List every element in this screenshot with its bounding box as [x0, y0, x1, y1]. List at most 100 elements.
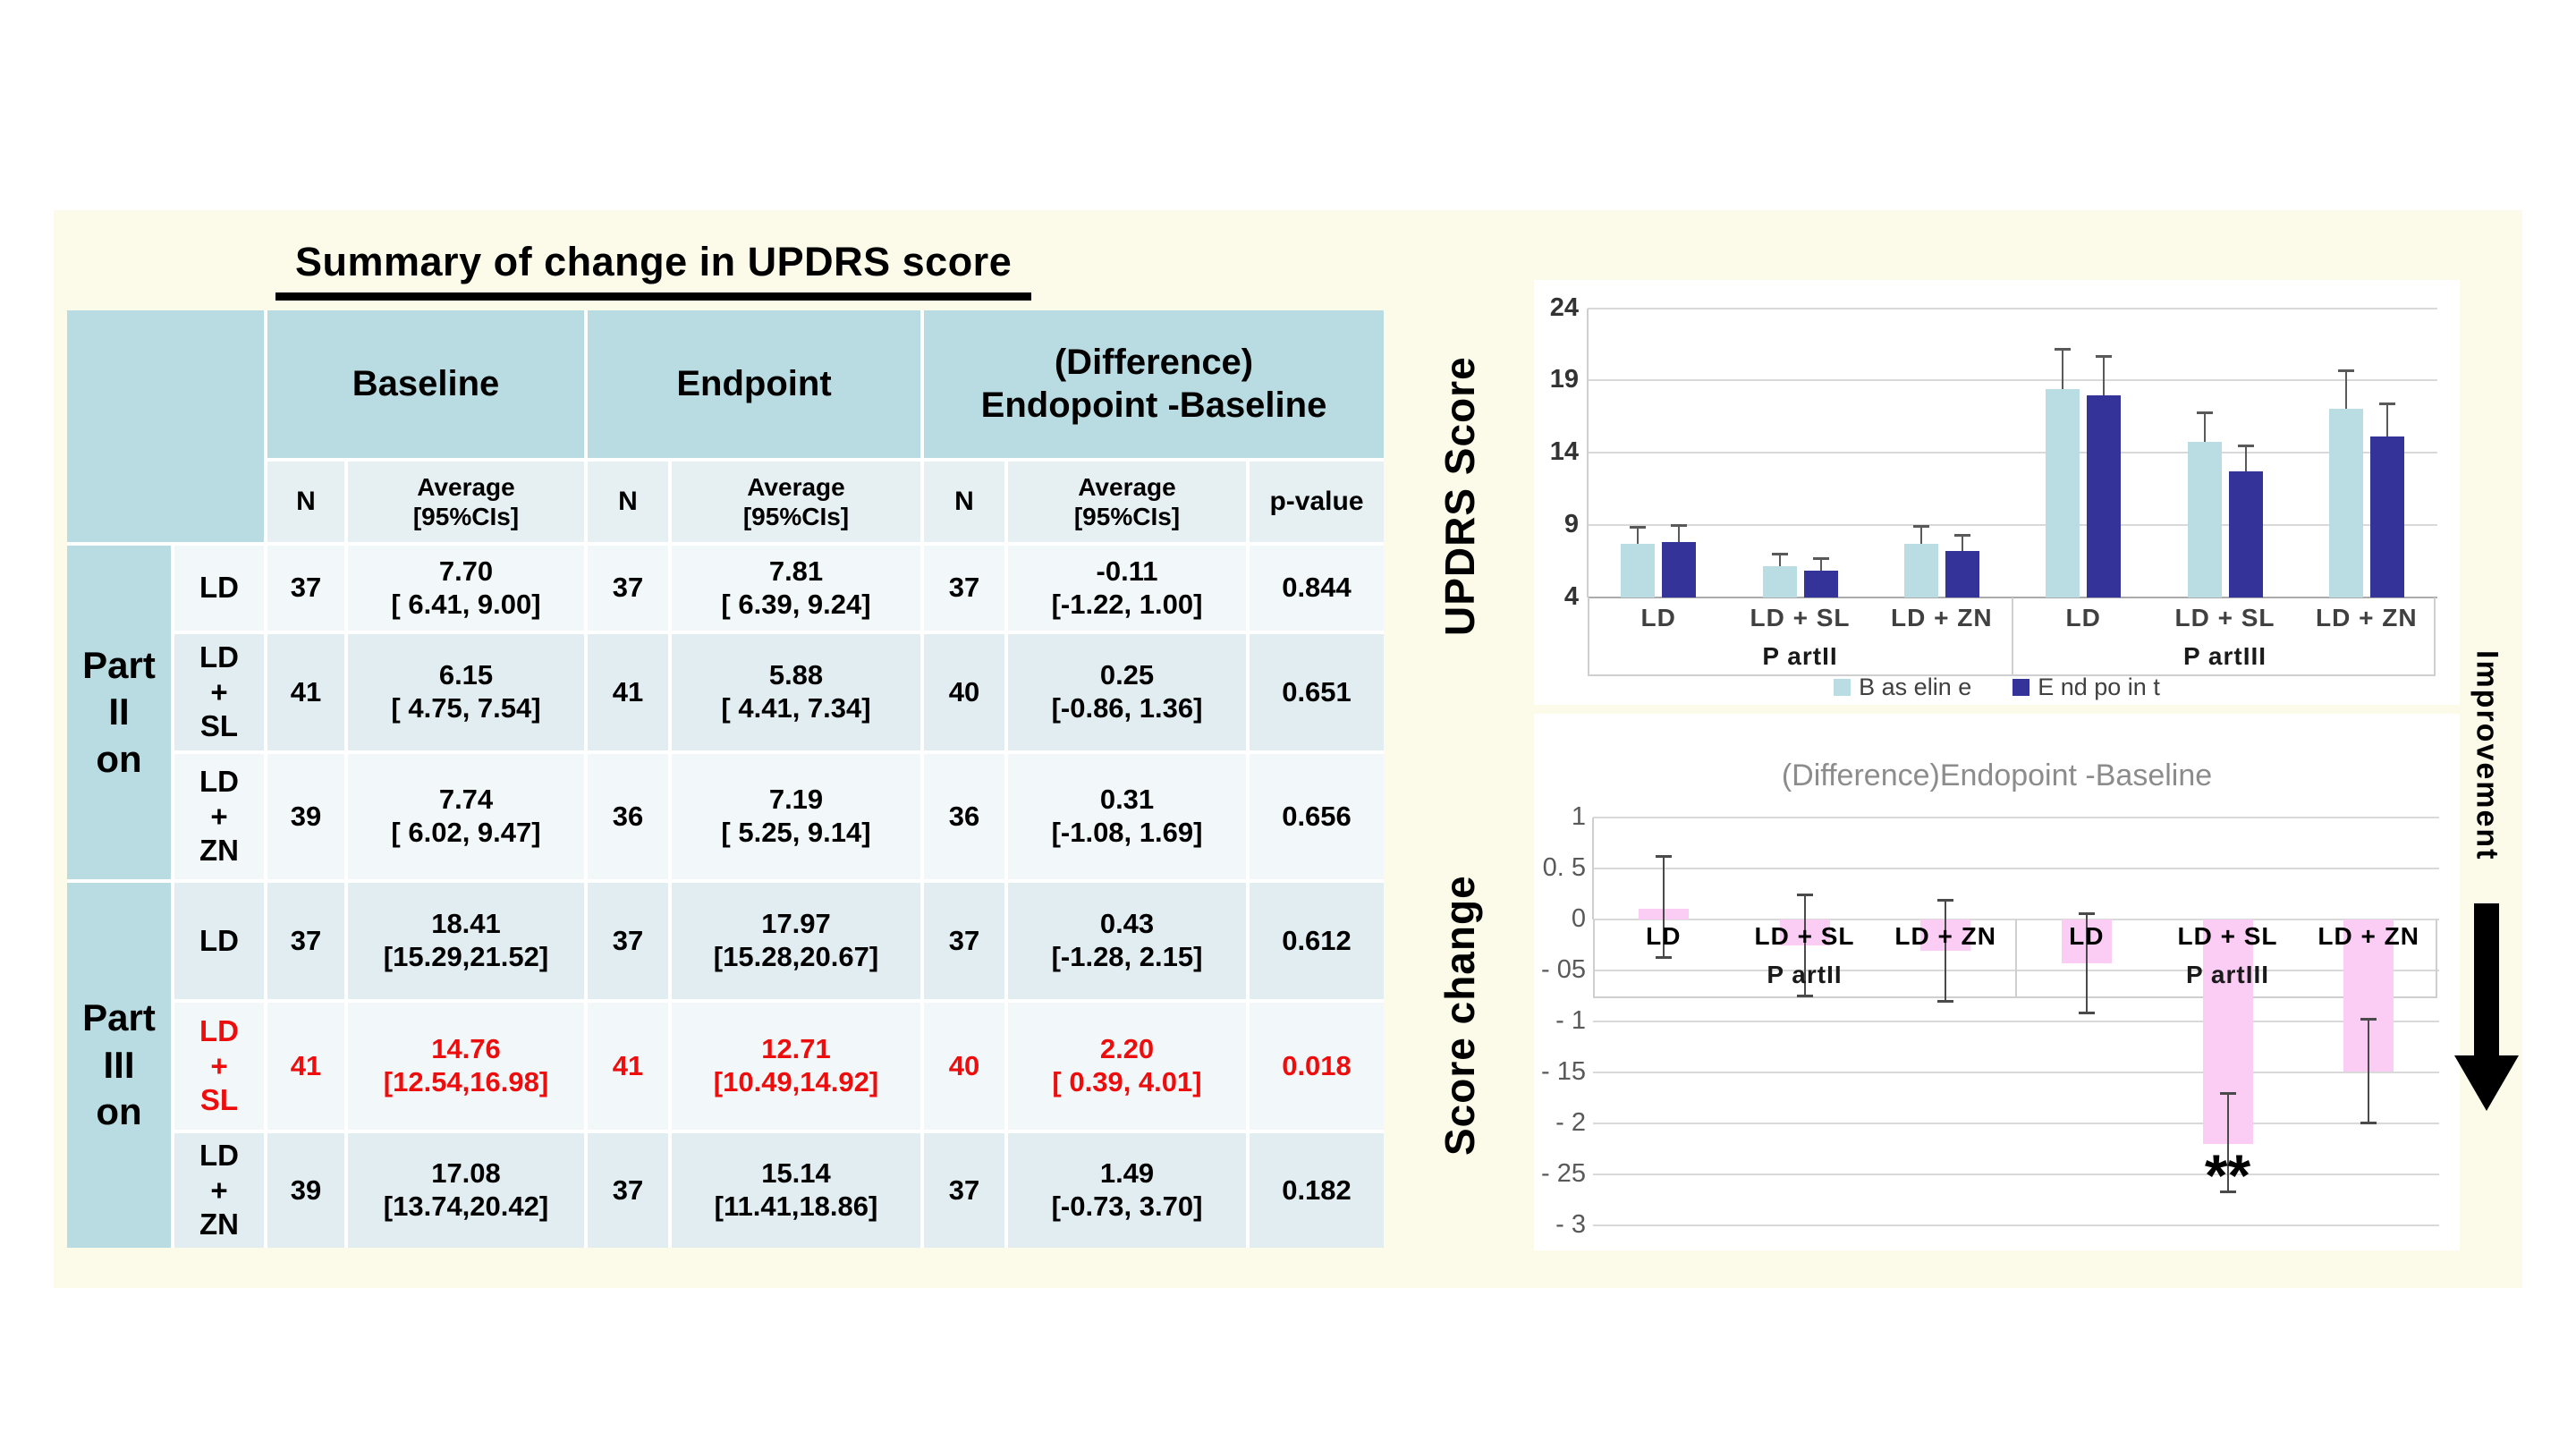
x-category-label: LD + ZN — [1891, 604, 1993, 631]
plot-left-border — [1587, 308, 1589, 597]
error-bar — [1919, 525, 1922, 544]
x-group-label: P artII — [1767, 961, 1843, 989]
score-change-axis-label: Score change — [1436, 875, 1483, 1156]
bar — [1621, 544, 1656, 597]
legend-swatch — [1834, 679, 1852, 696]
chart-title: (Difference)Endopoint -Baseline — [1781, 758, 2213, 792]
error-bar-cap — [2378, 402, 2395, 406]
bar — [2046, 389, 2080, 597]
error-bar — [1803, 894, 1806, 996]
subheader-average-difference: Average [95%CIs] — [1008, 462, 1246, 542]
n-cell: 37 — [924, 1133, 1004, 1248]
error-bar — [1961, 535, 1963, 552]
bar — [1662, 542, 1697, 597]
error-bar-cap — [2078, 912, 2095, 916]
subheader-p-value: p-value — [1250, 462, 1384, 542]
gridline — [1593, 1021, 2439, 1023]
legend: B as elin e E nd po in t — [1534, 674, 2460, 701]
updrs-summary-table: Baseline Endpoint (Difference) Endopoint… — [67, 310, 1384, 1248]
average-cell: 1.49 [-0.73, 3.70] — [1008, 1133, 1246, 1248]
bar — [1903, 543, 1938, 597]
error-bar-cap — [1796, 893, 1813, 896]
error-bar — [2085, 913, 2088, 1014]
x-category-label: LD — [1640, 604, 1676, 631]
bar — [2228, 471, 2263, 597]
column-group-difference: (Difference) Endopoint -Baseline — [924, 310, 1384, 458]
n-cell: 41 — [588, 634, 668, 750]
y-tick-label: - 1 — [1555, 1006, 1586, 1036]
bar — [2087, 395, 2122, 597]
error-bar — [2226, 1092, 2229, 1192]
n-cell: 39 — [267, 1133, 344, 1248]
y-tick-label: 14 — [1549, 437, 1579, 467]
n-cell: 40 — [924, 634, 1004, 750]
subheader-average-baseline: Average [95%CIs] — [348, 462, 584, 542]
error-bar — [2244, 445, 2247, 472]
y-tick-label: - 2 — [1555, 1108, 1586, 1138]
error-bar-cap — [1655, 956, 1672, 960]
error-bar-cap — [1630, 525, 1647, 529]
error-bar-cap — [2096, 354, 2113, 358]
average-cell: 17.97 [15.28,20.67] — [672, 883, 920, 999]
y-tick-label: - 3 — [1555, 1210, 1586, 1240]
n-cell: 37 — [588, 1133, 668, 1248]
average-cell: 18.41 [15.29,21.52] — [348, 883, 584, 999]
plot-left-border — [1592, 818, 1594, 920]
bar — [2369, 436, 2404, 597]
n-cell: 37 — [267, 546, 344, 631]
slide-background: Summary of change in UPDRS score Baselin… — [54, 210, 2522, 1288]
error-bar-cap — [1796, 994, 1813, 997]
updrs-score-bar-chart: 24 19 14 9 4 LD LD + SL LD + ZN P artII LD LD + SL… — [1534, 280, 2460, 705]
x-category-label: LD — [2069, 922, 2105, 951]
error-bar-cap — [2360, 1017, 2377, 1021]
score-change-bar-chart: (Difference)Endopoint -Baseline 1 0. 5 0 - 0… — [1534, 714, 2460, 1250]
error-bar — [2368, 1018, 2370, 1124]
gridline — [1588, 452, 2437, 454]
n-cell: 41 — [267, 634, 344, 750]
error-bar — [2103, 355, 2106, 396]
column-group-endpoint: Endpoint — [588, 310, 920, 458]
n-cell-highlighted: 41 — [267, 1003, 344, 1130]
p-value-cell-highlighted: 0.018 — [1250, 1003, 1384, 1130]
n-cell: 37 — [588, 883, 668, 999]
bar — [1803, 570, 1838, 597]
x-category-label: LD + ZN — [1894, 922, 1996, 951]
error-bar-cap — [2360, 1122, 2377, 1125]
axis-group-divider — [2012, 597, 2013, 676]
axis-group-divider — [2015, 919, 2017, 999]
n-cell-highlighted: 40 — [924, 1003, 1004, 1130]
improvement-arrow-icon — [2474, 903, 2499, 1055]
average-cell: 7.81 [ 6.39, 9.24] — [672, 546, 920, 631]
error-bar — [1678, 525, 1681, 543]
average-cell: 5.88 [ 4.41, 7.34] — [672, 634, 920, 750]
n-cell: 37 — [924, 546, 1004, 631]
error-bar — [1662, 856, 1665, 959]
average-cell: 0.43 [-1.28, 2.15] — [1008, 883, 1246, 999]
error-bar-cap — [1812, 557, 1829, 561]
y-tick-label: 1 — [1571, 802, 1586, 832]
gridline — [1588, 524, 2437, 527]
error-bar — [2385, 403, 2388, 436]
error-bar-cap — [1655, 855, 1672, 859]
subheader-n-endpoint: N — [588, 462, 668, 542]
treatment-cell: LD + ZN — [174, 754, 264, 879]
bar — [1762, 566, 1797, 597]
legend-item: E nd po in t — [2012, 674, 2160, 701]
treatment-cell-highlighted: LD + SL — [174, 1003, 264, 1130]
treatment-cell: LD — [174, 546, 264, 631]
x-category-label: LD + SL — [2174, 604, 2275, 631]
gridline — [1593, 817, 2439, 819]
treatment-cell: LD + ZN — [174, 1133, 264, 1248]
x-category-label: LD + ZN — [2316, 604, 2418, 631]
error-bar-cap — [2219, 1091, 2236, 1095]
error-bar-cap — [1671, 524, 1688, 528]
y-tick-label: - 05 — [1541, 955, 1586, 985]
y-tick-label: - 15 — [1541, 1057, 1586, 1087]
x-category-label: LD — [1646, 922, 1682, 951]
average-cell: 15.14 [11.41,18.86] — [672, 1133, 920, 1248]
subheader-n-difference: N — [924, 462, 1004, 542]
bar — [1945, 551, 1979, 597]
y-tick-label: 0 — [1571, 904, 1586, 934]
p-value-cell: 0.612 — [1250, 883, 1384, 999]
